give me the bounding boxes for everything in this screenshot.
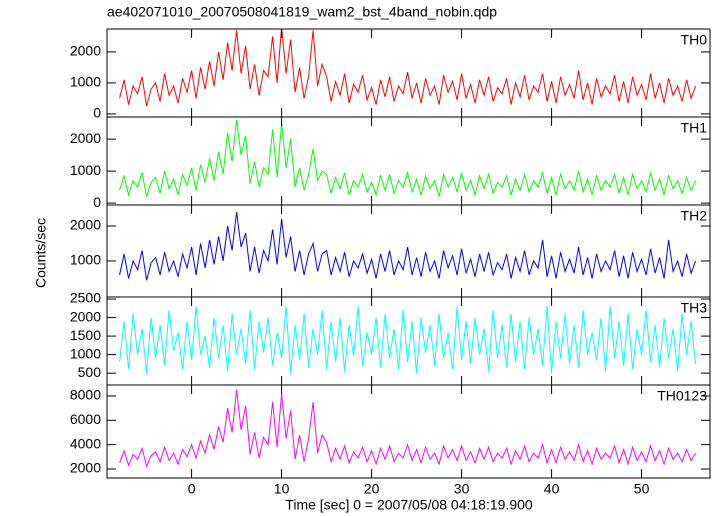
y-tick-label: 8000 <box>70 387 101 403</box>
y-axis-label: Counts/sec <box>33 218 49 288</box>
panel-frame <box>106 28 711 118</box>
chart-title: ae402071010_20070508041819_wam2_bst_4ban… <box>107 4 497 20</box>
panel-label: TH0 <box>681 32 708 48</box>
y-tick-label: 1000 <box>70 252 101 268</box>
y-tick-label: 1000 <box>70 74 101 90</box>
y-tick-label: 2000 <box>70 217 101 233</box>
y-tick-label: 0 <box>93 194 101 210</box>
y-tick-label: 1000 <box>70 162 101 178</box>
light-curve <box>119 119 697 197</box>
panel-frame <box>106 384 711 479</box>
y-tick-label: 2000 <box>70 130 101 146</box>
light-curve <box>119 211 697 281</box>
y-tick-label: 1000 <box>70 345 101 361</box>
panel-label: TH3 <box>681 300 708 316</box>
panel-label: TH0123 <box>657 388 707 404</box>
x-tick-label: 30 <box>454 481 470 497</box>
light-curve <box>119 306 697 374</box>
x-tick-label: 10 <box>274 481 290 497</box>
y-tick-label: 2000 <box>70 308 101 324</box>
y-tick-label: 0 <box>93 105 101 121</box>
y-tick-label: 2000 <box>70 460 101 476</box>
y-tick-label: 4000 <box>70 435 101 451</box>
panel-label: TH1 <box>681 120 708 136</box>
y-tick-label: 2000 <box>70 43 101 59</box>
y-tick-label: 2500 <box>70 290 101 306</box>
y-tick-label: 500 <box>78 364 102 380</box>
x-tick-label: 40 <box>544 481 560 497</box>
x-tick-label: 20 <box>364 481 380 497</box>
light-curve <box>119 389 697 469</box>
panel-frame <box>106 296 711 386</box>
panel-label: TH2 <box>681 208 708 224</box>
x-tick-label: 0 <box>188 481 196 497</box>
x-axis-label: Time [sec] 0 = 2007/05/08 04:18:19.900 <box>285 497 533 513</box>
y-tick-label: 1500 <box>70 327 101 343</box>
light-curve <box>119 29 697 107</box>
x-tick-label: 50 <box>634 481 650 497</box>
y-tick-label: 6000 <box>70 411 101 427</box>
